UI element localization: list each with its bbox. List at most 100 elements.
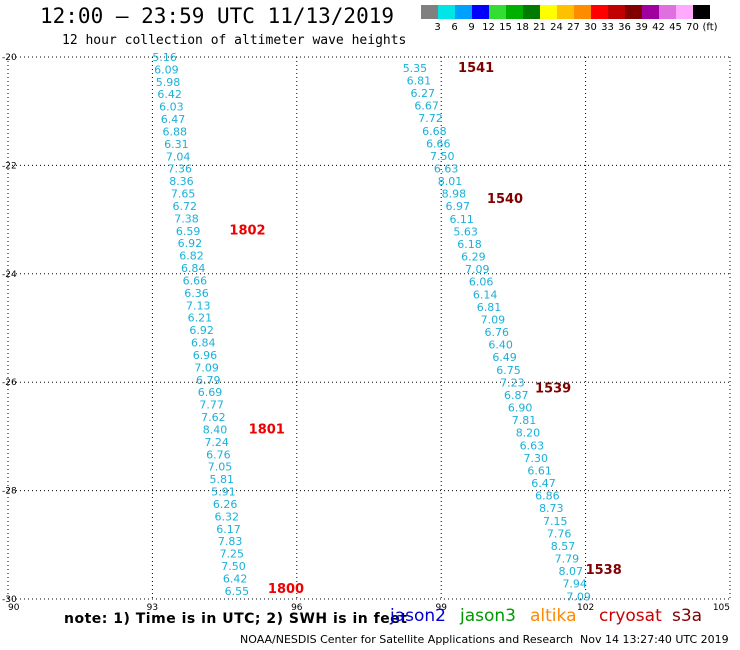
swh-value-label: 6.36 bbox=[184, 287, 209, 300]
pass-time-label: 1800 bbox=[268, 582, 304, 597]
swh-value-label: 6.42 bbox=[223, 572, 248, 585]
swh-value-label: 6.81 bbox=[407, 74, 432, 87]
swh-value-label: 6.11 bbox=[449, 213, 474, 226]
swh-value-label: 6.55 bbox=[225, 585, 250, 598]
swh-value-label: 6.42 bbox=[157, 88, 182, 101]
swh-value-label: 7.09 bbox=[194, 361, 219, 374]
legend-swatch bbox=[642, 5, 659, 19]
swh-value-label: 6.40 bbox=[488, 339, 513, 352]
swh-value-label: 6.76 bbox=[206, 448, 231, 461]
legend-swatch bbox=[574, 5, 591, 19]
swh-value-label: 6.63 bbox=[520, 439, 545, 452]
pass-time-label: 1538 bbox=[586, 563, 622, 578]
y-tick-label: -26 bbox=[2, 378, 17, 388]
swh-value-label: 8.73 bbox=[539, 502, 564, 515]
legend-swatch bbox=[455, 5, 472, 19]
swh-value-label: 7.76 bbox=[547, 527, 572, 540]
satellite-jason2: jason2 bbox=[390, 606, 446, 626]
y-tick-label: -30 bbox=[2, 595, 17, 605]
swh-value-label: 7.94 bbox=[562, 578, 587, 591]
swh-value-label: 8.57 bbox=[551, 540, 576, 553]
swh-value-label: 7.25 bbox=[220, 548, 245, 561]
swh-value-label: 7.09 bbox=[465, 263, 490, 276]
legend-swatch bbox=[438, 5, 455, 19]
swh-value-label: 6.87 bbox=[504, 389, 529, 402]
legend-label: 45 bbox=[669, 22, 682, 33]
legend-swatch bbox=[693, 5, 710, 19]
y-tick-label: -28 bbox=[2, 487, 17, 497]
swh-value-label: 6.47 bbox=[531, 477, 556, 490]
units-note: note: 1) Time is in UTC; 2) SWH is in fe… bbox=[64, 611, 408, 627]
legend-label: 70 bbox=[686, 22, 699, 33]
legend-label: 39 bbox=[635, 22, 648, 33]
swh-value-label: 6.66 bbox=[426, 137, 451, 150]
swh-value-label: 6.63 bbox=[434, 162, 459, 175]
swh-value-label: 6.03 bbox=[159, 101, 184, 114]
swh-value-label: 7.15 bbox=[543, 515, 568, 528]
swh-value-label: 6.67 bbox=[414, 100, 439, 113]
x-tick-label: 99 bbox=[435, 603, 447, 613]
legend-label: 15 bbox=[499, 22, 512, 33]
swh-value-label: 7.23 bbox=[500, 376, 525, 389]
swh-value-label: 6.79 bbox=[196, 374, 221, 387]
legend-label: 3 bbox=[434, 22, 441, 33]
swh-value-label: 6.92 bbox=[189, 324, 214, 337]
swh-value-label: 7.36 bbox=[168, 163, 193, 176]
legend-label: 9 bbox=[468, 22, 475, 33]
legend-label: 18 bbox=[516, 22, 529, 33]
footer-credit: NOAA/NESDIS Center for Satellite Applica… bbox=[240, 633, 574, 646]
swh-value-label: 6.76 bbox=[485, 326, 510, 339]
swh-value-label: 8.01 bbox=[438, 175, 463, 188]
satellite-cryosat: cryosat bbox=[599, 606, 662, 626]
swh-value-label: 7.83 bbox=[218, 535, 243, 548]
swh-value-label: 7.09 bbox=[481, 313, 506, 326]
swh-value-label: 7.72 bbox=[418, 112, 443, 125]
swh-value-label: 6.61 bbox=[527, 464, 552, 477]
swh-value-label: 6.84 bbox=[191, 337, 216, 350]
swh-value-label: 7.09 bbox=[566, 590, 591, 603]
legend-swatch bbox=[472, 5, 489, 19]
swh-value-label: 6.29 bbox=[461, 251, 486, 264]
swh-value-label: 6.96 bbox=[193, 349, 218, 362]
swh-value-label: 6.59 bbox=[176, 225, 201, 238]
swh-value-label: 7.77 bbox=[199, 399, 224, 412]
swh-value-label: 6.49 bbox=[492, 351, 516, 364]
swh-value-label: 6.09 bbox=[154, 63, 179, 76]
legend-label: 36 bbox=[618, 22, 631, 33]
legend-swatch bbox=[506, 5, 523, 19]
legend-swatch bbox=[676, 5, 693, 19]
swh-value-label: 6.72 bbox=[173, 200, 198, 213]
y-tick-label: -22 bbox=[2, 161, 17, 171]
legend-label: 21 bbox=[533, 22, 546, 33]
pass-time-label: 1801 bbox=[249, 422, 285, 437]
swh-value-label: 7.65 bbox=[171, 188, 196, 201]
pass-time-label: 1540 bbox=[487, 192, 523, 207]
swh-value-label: 6.32 bbox=[215, 510, 240, 523]
legend-label: 33 bbox=[601, 22, 614, 33]
swh-value-label: 7.50 bbox=[221, 560, 246, 573]
swh-value-label: 6.06 bbox=[469, 276, 494, 289]
swh-value-label: 7.30 bbox=[523, 452, 548, 465]
swh-value-label: 6.81 bbox=[477, 301, 502, 314]
swh-value-label: 6.18 bbox=[457, 238, 482, 251]
x-tick-label: 105 bbox=[713, 603, 730, 613]
legend-label: 42 bbox=[652, 22, 665, 33]
legend-unit: (ft) bbox=[702, 22, 718, 33]
legend-label: 27 bbox=[567, 22, 580, 33]
legend-label: 6 bbox=[451, 22, 458, 33]
x-tick-label: 90 bbox=[8, 603, 20, 613]
page-title: 12:00 – 23:59 UTC 11/13/2019 bbox=[40, 4, 395, 28]
legend-label: 12 bbox=[482, 22, 495, 33]
x-tick-label: 102 bbox=[577, 603, 594, 613]
swh-value-label: 7.13 bbox=[186, 299, 211, 312]
swh-value-label: 7.24 bbox=[204, 436, 229, 449]
swh-value-label: 8.98 bbox=[442, 188, 467, 201]
swh-value-label: 6.88 bbox=[162, 125, 187, 138]
swh-value-label: 6.17 bbox=[216, 523, 241, 536]
swh-value-label: 8.36 bbox=[169, 175, 194, 188]
swh-value-label: 6.47 bbox=[161, 113, 186, 126]
swh-value-label: 7.05 bbox=[208, 461, 233, 474]
satellite-altika: altika bbox=[530, 606, 577, 626]
swh-value-label: 6.92 bbox=[178, 237, 203, 250]
